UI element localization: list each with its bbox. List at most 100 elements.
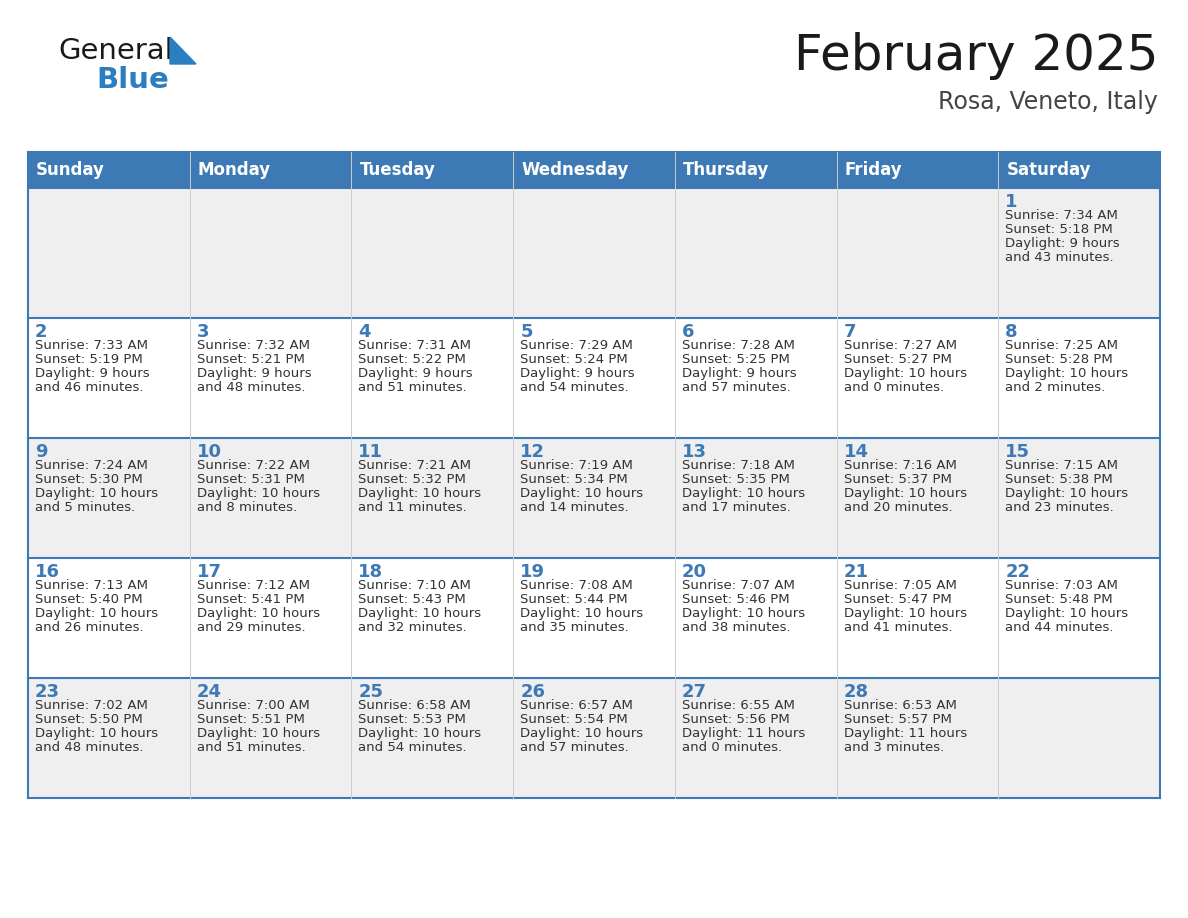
Text: 24: 24 [197, 683, 222, 701]
Text: and 23 minutes.: and 23 minutes. [1005, 501, 1114, 514]
Text: 16: 16 [34, 563, 61, 581]
Text: 23: 23 [34, 683, 61, 701]
Text: 5: 5 [520, 323, 532, 341]
Text: and 11 minutes.: and 11 minutes. [359, 501, 467, 514]
Text: Daylight: 10 hours: Daylight: 10 hours [682, 487, 805, 500]
Text: and 54 minutes.: and 54 minutes. [520, 381, 628, 394]
Text: Sunrise: 7:10 AM: Sunrise: 7:10 AM [359, 579, 472, 592]
Text: and 57 minutes.: and 57 minutes. [682, 381, 790, 394]
Text: Sunset: 5:19 PM: Sunset: 5:19 PM [34, 353, 143, 366]
Text: Sunset: 5:48 PM: Sunset: 5:48 PM [1005, 593, 1113, 606]
Text: Sunset: 5:54 PM: Sunset: 5:54 PM [520, 713, 628, 726]
Text: 21: 21 [843, 563, 868, 581]
Text: Daylight: 11 hours: Daylight: 11 hours [682, 727, 805, 740]
Polygon shape [170, 37, 196, 64]
Text: 18: 18 [359, 563, 384, 581]
Text: Daylight: 10 hours: Daylight: 10 hours [520, 607, 643, 620]
Text: Daylight: 9 hours: Daylight: 9 hours [359, 367, 473, 380]
Text: Daylight: 10 hours: Daylight: 10 hours [1005, 607, 1129, 620]
Text: Sunrise: 6:58 AM: Sunrise: 6:58 AM [359, 699, 472, 712]
Text: 19: 19 [520, 563, 545, 581]
Text: Sunset: 5:40 PM: Sunset: 5:40 PM [34, 593, 143, 606]
Text: Sunset: 5:28 PM: Sunset: 5:28 PM [1005, 353, 1113, 366]
Text: and 57 minutes.: and 57 minutes. [520, 741, 628, 754]
Text: and 0 minutes.: and 0 minutes. [682, 741, 782, 754]
Text: Sunset: 5:25 PM: Sunset: 5:25 PM [682, 353, 790, 366]
Text: Sunset: 5:21 PM: Sunset: 5:21 PM [197, 353, 304, 366]
Bar [29, 438, 1159, 558]
Text: Sunrise: 7:05 AM: Sunrise: 7:05 AM [843, 579, 956, 592]
Text: Sunset: 5:46 PM: Sunset: 5:46 PM [682, 593, 790, 606]
Text: Sunrise: 7:12 AM: Sunrise: 7:12 AM [197, 579, 310, 592]
Text: Daylight: 9 hours: Daylight: 9 hours [1005, 237, 1120, 250]
Text: and 26 minutes.: and 26 minutes. [34, 621, 144, 634]
Text: and 44 minutes.: and 44 minutes. [1005, 621, 1114, 634]
Text: Daylight: 9 hours: Daylight: 9 hours [34, 367, 150, 380]
Text: Saturday: Saturday [1006, 161, 1091, 179]
Text: 6: 6 [682, 323, 694, 341]
Text: Sunrise: 6:57 AM: Sunrise: 6:57 AM [520, 699, 633, 712]
Bar [29, 678, 1159, 798]
Text: Sunrise: 7:31 AM: Sunrise: 7:31 AM [359, 339, 472, 352]
Text: Sunrise: 7:34 AM: Sunrise: 7:34 AM [1005, 209, 1118, 222]
Text: Sunset: 5:35 PM: Sunset: 5:35 PM [682, 473, 790, 486]
Text: Tuesday: Tuesday [360, 161, 435, 179]
Text: Sunset: 5:32 PM: Sunset: 5:32 PM [359, 473, 467, 486]
Text: Sunset: 5:50 PM: Sunset: 5:50 PM [34, 713, 143, 726]
Text: Sunrise: 7:24 AM: Sunrise: 7:24 AM [34, 459, 147, 472]
Text: Sunrise: 6:55 AM: Sunrise: 6:55 AM [682, 699, 795, 712]
Text: 4: 4 [359, 323, 371, 341]
Bar [29, 152, 1159, 188]
Text: and 32 minutes.: and 32 minutes. [359, 621, 467, 634]
Text: Daylight: 10 hours: Daylight: 10 hours [34, 607, 158, 620]
Text: and 20 minutes.: and 20 minutes. [843, 501, 953, 514]
Text: Daylight: 10 hours: Daylight: 10 hours [34, 487, 158, 500]
Text: Daylight: 10 hours: Daylight: 10 hours [359, 487, 481, 500]
Text: Sunrise: 7:03 AM: Sunrise: 7:03 AM [1005, 579, 1118, 592]
Text: Monday: Monday [197, 161, 271, 179]
Text: and 54 minutes.: and 54 minutes. [359, 741, 467, 754]
Text: Daylight: 10 hours: Daylight: 10 hours [520, 727, 643, 740]
Text: Daylight: 10 hours: Daylight: 10 hours [1005, 367, 1129, 380]
Text: Daylight: 9 hours: Daylight: 9 hours [197, 367, 311, 380]
Text: Daylight: 11 hours: Daylight: 11 hours [843, 727, 967, 740]
Text: Sunrise: 7:15 AM: Sunrise: 7:15 AM [1005, 459, 1118, 472]
Text: Sunset: 5:27 PM: Sunset: 5:27 PM [843, 353, 952, 366]
Bar [29, 558, 1159, 678]
Text: Sunrise: 7:29 AM: Sunrise: 7:29 AM [520, 339, 633, 352]
Text: Sunrise: 7:13 AM: Sunrise: 7:13 AM [34, 579, 148, 592]
Text: 13: 13 [682, 443, 707, 461]
Text: Sunrise: 7:32 AM: Sunrise: 7:32 AM [197, 339, 310, 352]
Text: Sunrise: 7:27 AM: Sunrise: 7:27 AM [843, 339, 956, 352]
Text: Friday: Friday [845, 161, 902, 179]
Text: Sunrise: 7:19 AM: Sunrise: 7:19 AM [520, 459, 633, 472]
Text: Sunset: 5:24 PM: Sunset: 5:24 PM [520, 353, 628, 366]
Text: 12: 12 [520, 443, 545, 461]
Text: Daylight: 10 hours: Daylight: 10 hours [34, 727, 158, 740]
Text: Daylight: 10 hours: Daylight: 10 hours [843, 487, 967, 500]
Text: 9: 9 [34, 443, 48, 461]
Text: 28: 28 [843, 683, 868, 701]
Text: 17: 17 [197, 563, 222, 581]
Text: Sunset: 5:18 PM: Sunset: 5:18 PM [1005, 223, 1113, 236]
Text: and 41 minutes.: and 41 minutes. [843, 621, 953, 634]
Text: 25: 25 [359, 683, 384, 701]
Text: Sunset: 5:56 PM: Sunset: 5:56 PM [682, 713, 790, 726]
Text: and 46 minutes.: and 46 minutes. [34, 381, 144, 394]
Text: Sunset: 5:53 PM: Sunset: 5:53 PM [359, 713, 467, 726]
Bar [29, 318, 1159, 438]
Text: and 2 minutes.: and 2 minutes. [1005, 381, 1106, 394]
Text: Sunrise: 6:53 AM: Sunrise: 6:53 AM [843, 699, 956, 712]
Text: and 5 minutes.: and 5 minutes. [34, 501, 135, 514]
Text: and 14 minutes.: and 14 minutes. [520, 501, 628, 514]
Text: Daylight: 10 hours: Daylight: 10 hours [359, 607, 481, 620]
Text: Blue: Blue [96, 66, 169, 94]
Text: Sunset: 5:51 PM: Sunset: 5:51 PM [197, 713, 304, 726]
Text: Daylight: 10 hours: Daylight: 10 hours [843, 607, 967, 620]
Text: and 51 minutes.: and 51 minutes. [359, 381, 467, 394]
Text: and 43 minutes.: and 43 minutes. [1005, 251, 1114, 264]
Text: 14: 14 [843, 443, 868, 461]
Text: Sunset: 5:37 PM: Sunset: 5:37 PM [843, 473, 952, 486]
Text: Sunrise: 7:07 AM: Sunrise: 7:07 AM [682, 579, 795, 592]
Text: and 35 minutes.: and 35 minutes. [520, 621, 628, 634]
